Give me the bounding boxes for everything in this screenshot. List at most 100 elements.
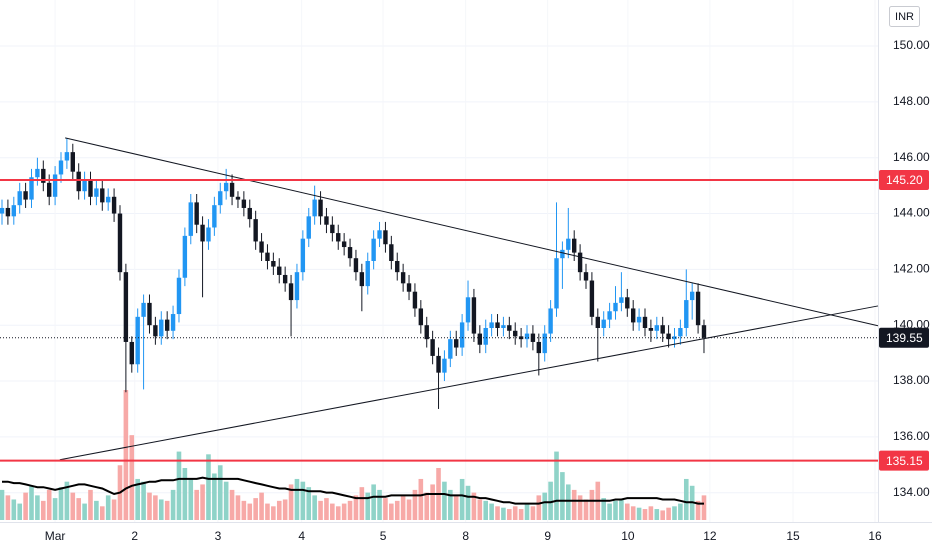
volume-bar [300,481,306,520]
level-label: 145.20 [886,173,923,187]
volume-bar [135,478,140,520]
candle-body [229,182,235,197]
candle-body [678,327,683,337]
volume-bar [501,507,506,520]
volume-bar [229,489,235,520]
volume-bar [347,500,353,520]
volume-bar [377,489,382,520]
candle-body [200,224,205,242]
volume-bar [306,487,312,520]
volume-bar [624,503,630,520]
candle-body [583,272,589,281]
candle-body [554,258,559,309]
candle-body [17,191,22,206]
volume-bar [483,500,489,520]
volume-bar [583,499,589,520]
candle-body [105,196,111,203]
volume-bar [642,509,648,520]
candle-body [383,230,388,245]
volume-bar [548,481,553,520]
trend-line [59,305,879,461]
volume-bar [365,492,371,520]
volume-ma-line [2,476,704,505]
volume-bar [0,489,5,520]
volume-bar [424,492,430,520]
volume-bar [288,484,294,520]
volume-bar [223,481,229,520]
candle-body [259,241,264,253]
candle-body [247,207,252,220]
volume-bar [542,492,548,520]
candle-body [483,327,488,345]
candle-body [82,180,87,192]
candle-body [395,261,400,273]
candle-body [88,180,93,197]
candle-body [253,219,258,242]
candle-body [306,216,311,239]
volume-bar [105,495,111,520]
candle-body [424,325,429,340]
volume-bar [530,506,536,520]
candle-body [0,207,5,214]
candle-body [129,341,134,365]
candle-body [11,205,17,217]
candle-body [518,336,524,340]
candle-body [58,160,64,175]
last-price-box [879,327,929,348]
volume-bar [648,506,654,520]
x-tick-label: 9 [544,529,551,543]
candle-body [5,207,11,217]
candle-body [595,316,600,328]
volume-bar [613,500,618,520]
y-tick-label: 138.00 [893,373,930,387]
volume-bar [459,478,465,520]
candle-body [265,252,270,261]
candle-body [542,333,547,354]
y-tick-label: 148.00 [893,94,930,108]
candle-body [625,297,630,309]
x-tick-label: 5 [380,529,387,543]
candle-body [489,322,494,328]
volume-bar [82,503,87,520]
volume-bar [164,500,170,520]
currency-box[interactable] [889,6,920,27]
volume-bar [471,492,477,520]
currency-label[interactable]: INR [895,11,914,23]
candle-body [347,247,353,259]
volume-bar [276,500,282,520]
candle-body [176,277,182,315]
candle-body [654,325,659,331]
candle-body [123,272,129,342]
volume-bar [536,495,542,520]
candle-body [548,308,553,334]
volume-bar [64,481,70,520]
volume-bar [176,451,182,520]
candle-body [277,266,282,275]
candle-body [371,238,376,261]
level-label-box [879,170,929,191]
candle-body [147,302,152,326]
candle-body [501,325,506,328]
volume-bar [58,487,64,520]
candle-body [642,316,648,328]
candle-body [636,316,642,323]
candle-body [560,249,565,259]
volume-bar [341,503,347,520]
candle-body [282,274,288,284]
candle-body [448,339,453,359]
level-label-box [879,450,929,471]
candle-body [454,339,459,348]
volume-bar [271,506,276,520]
volume-bar [259,492,264,520]
candle-body [601,319,606,328]
volume-bar [153,495,158,520]
candle-body [613,302,618,312]
volume-bar [247,503,253,520]
candle-body [159,319,164,337]
volume-bar [666,507,671,520]
candle-body [46,182,52,197]
x-tick-label: 4 [298,529,305,543]
y-tick-label: 142.00 [893,262,930,276]
